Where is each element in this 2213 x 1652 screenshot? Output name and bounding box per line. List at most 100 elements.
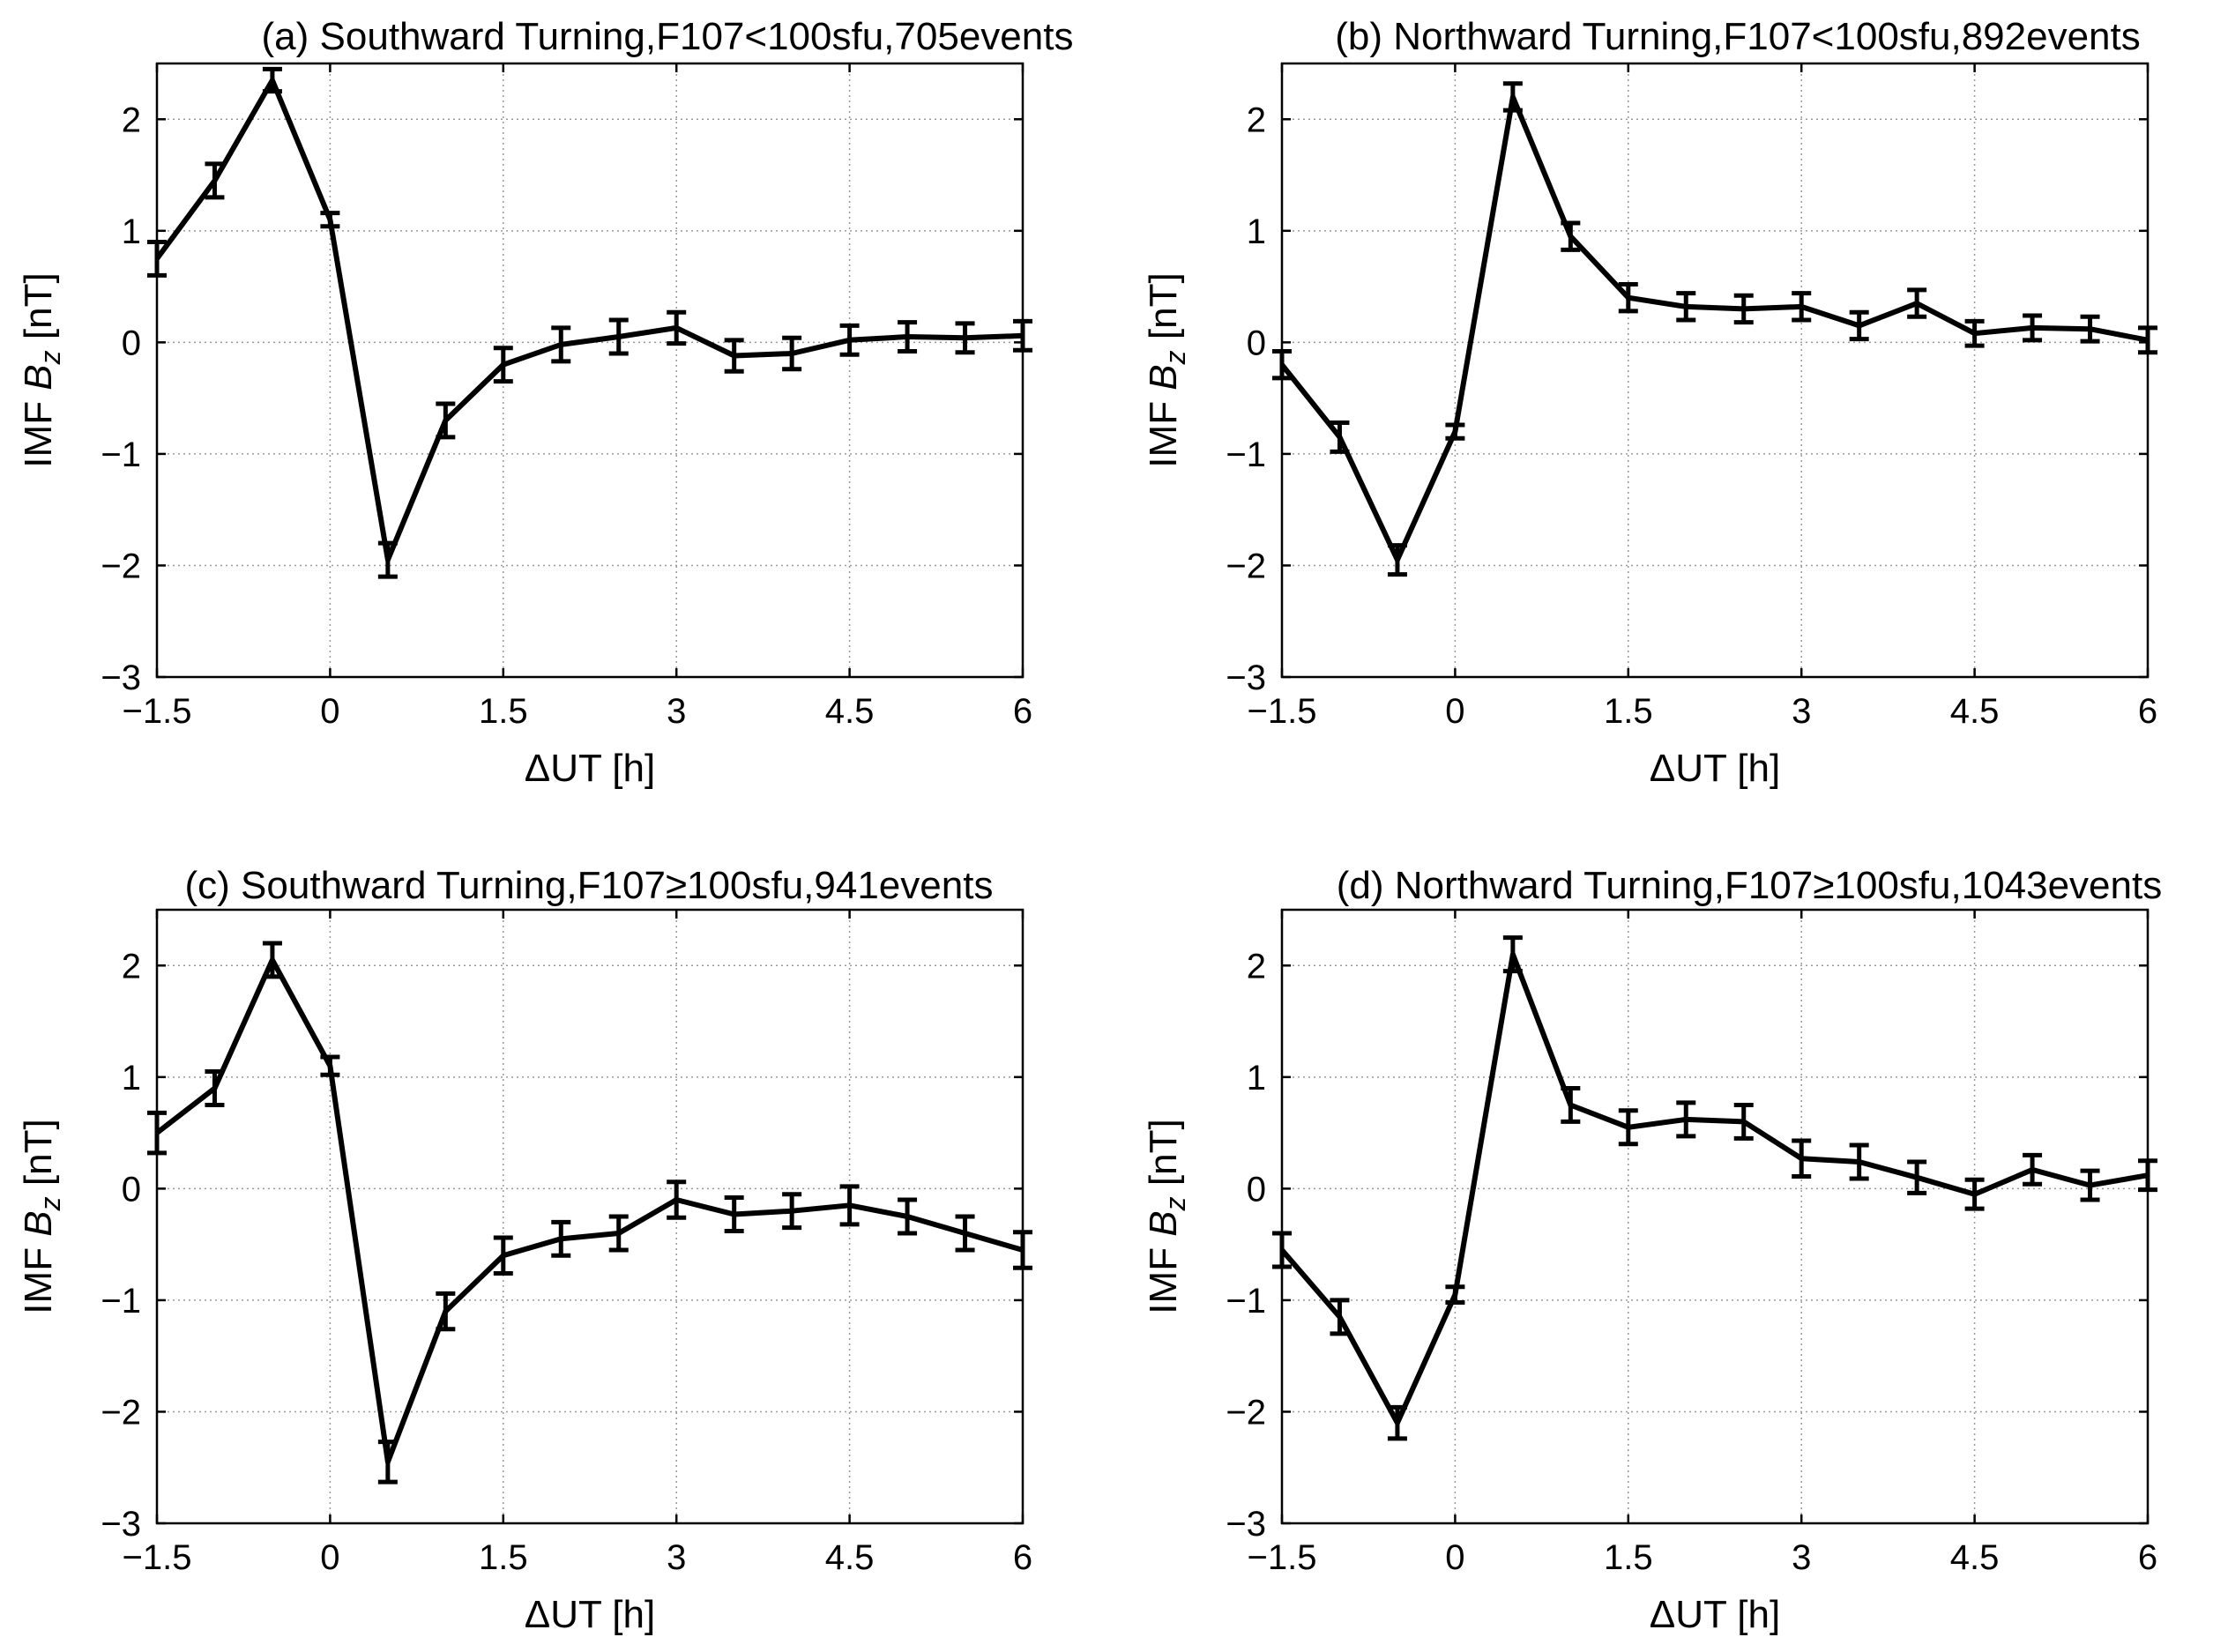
data-point: [1627, 296, 1629, 299]
data-point: [444, 419, 447, 421]
x-tick-label: 4.5: [825, 1538, 875, 1577]
y-tick-label: −2: [1226, 1393, 1266, 1432]
axes-frame: [155, 908, 1025, 1525]
data-point: [1800, 305, 1803, 308]
x-axis-label: ΔUT [h]: [525, 747, 655, 790]
x-tick-label: −1.5: [1248, 692, 1317, 731]
y-tick-label: 0: [122, 324, 141, 362]
x-tick-label: 3: [667, 1538, 686, 1577]
data-point: [271, 958, 273, 961]
y-tick-label: −1: [1226, 435, 1266, 474]
x-tick-label: 4.5: [825, 692, 875, 731]
x-tick-label: 3: [667, 692, 686, 731]
x-tick-label: 3: [1792, 692, 1811, 731]
data-point: [329, 219, 332, 221]
y-tick-label: −2: [101, 1393, 141, 1432]
plot-area: [1282, 63, 2148, 677]
y-tick-label: −3: [101, 659, 141, 697]
y-tick-label: −3: [101, 1505, 141, 1544]
x-tick-label: −1.5: [1248, 1538, 1317, 1577]
data-point: [791, 353, 794, 355]
y-tick-label: 1: [122, 212, 141, 251]
x-axis-label: ΔUT [h]: [525, 1593, 655, 1636]
axes-frame: [155, 62, 1025, 679]
plot-area: [157, 63, 1023, 677]
y-tick-label: −2: [101, 547, 141, 585]
y-tick-label: −1: [101, 1282, 141, 1321]
panel-title: (d) Northward Turning,F107≥100sfu,1043ev…: [1337, 864, 2162, 907]
y-tick-label: 2: [122, 947, 141, 986]
x-tick-label: 6: [2138, 1538, 2157, 1577]
data-point: [964, 337, 966, 339]
y-tick-label: −1: [1226, 1282, 1266, 1321]
x-tick-label: 6: [1013, 1538, 1032, 1577]
data-point: [1858, 324, 1860, 327]
data-point: [1858, 1160, 1860, 1163]
x-tick-label: 1.5: [1604, 692, 1653, 731]
x-tick-label: 0: [320, 1538, 339, 1577]
series-line: [154, 78, 1024, 563]
y-tick-label: 2: [1247, 100, 1266, 139]
data-point: [560, 1238, 563, 1240]
series-line: [1279, 951, 2149, 1426]
data-point: [1916, 1176, 1919, 1179]
y-tick-label: 1: [1247, 212, 1266, 251]
data-point: [1338, 435, 1341, 438]
data-point: [1511, 953, 1514, 956]
data-point: [1338, 1315, 1341, 1318]
data-point: [2089, 328, 2091, 331]
data-point: [675, 326, 678, 329]
axes-frame: [1280, 62, 2150, 679]
x-tick-label: 6: [2138, 692, 2157, 731]
x-tick-label: 1.5: [479, 692, 528, 731]
data-point: [386, 1461, 389, 1463]
x-tick-label: −1.5: [123, 1538, 192, 1577]
y-axis-label: IMF Bz [nT]: [17, 272, 66, 467]
data-point: [1454, 430, 1457, 433]
data-point: [1569, 1104, 1572, 1106]
y-tick-label: 0: [1247, 1170, 1266, 1209]
data-point: [791, 1209, 794, 1212]
data-point: [1685, 1118, 1688, 1120]
data-point: [1454, 1293, 1457, 1296]
panel-a: −1.5 0 1.5 3 4.5 6 −3 −2 −1 0 1 2 ΔUT [h] IMF Bz [nT]…: [17, 15, 1073, 790]
x-tick-label: 3: [1792, 1538, 1811, 1577]
y-tick-label: 0: [122, 1170, 141, 1209]
data-point: [1396, 1422, 1398, 1425]
x-tick-label: 6: [1013, 692, 1032, 731]
data-point: [906, 1216, 909, 1217]
data-point: [617, 1232, 620, 1234]
y-tick-label: 1: [1247, 1059, 1266, 1098]
data-point: [733, 1213, 735, 1216]
plot-area: [157, 910, 1023, 1523]
x-axis-label: ΔUT [h]: [1650, 747, 1780, 790]
data-point: [848, 1204, 851, 1207]
data-point: [1396, 559, 1398, 562]
data-point: [502, 363, 504, 366]
y-axis-label: IMF Bz [nT]: [1142, 1119, 1191, 1313]
data-point: [271, 78, 273, 81]
data-point: [1627, 1126, 1629, 1128]
y-axis-label: IMF Bz [nT]: [1142, 272, 1191, 467]
series-line: [155, 956, 1024, 1465]
x-tick-label: 1.5: [479, 1538, 528, 1577]
data-point: [502, 1254, 504, 1257]
data-point: [1742, 1120, 1745, 1123]
panel-c: −1.5 0 1.5 3 4.5 6 −3 −2 −1 0 1 2 ΔUT [h] IMF Bz [nT]…: [17, 864, 1032, 1636]
data-point: [1800, 1157, 1803, 1160]
data-point: [1973, 1193, 1976, 1195]
x-tick-label: 1.5: [1604, 1538, 1653, 1577]
data-point: [2089, 1184, 2091, 1187]
data-point: [1973, 332, 1976, 335]
data-point: [1685, 305, 1688, 308]
y-tick-label: 2: [122, 100, 141, 139]
x-tick-label: 4.5: [1950, 692, 2000, 731]
data-point: [848, 339, 851, 341]
data-point: [444, 1310, 447, 1313]
x-tick-label: −1.5: [123, 692, 192, 731]
x-tick-label: 0: [320, 692, 339, 731]
x-tick-label: 0: [1445, 1538, 1464, 1577]
y-tick-label: −2: [1226, 547, 1266, 585]
data-point: [386, 559, 389, 562]
